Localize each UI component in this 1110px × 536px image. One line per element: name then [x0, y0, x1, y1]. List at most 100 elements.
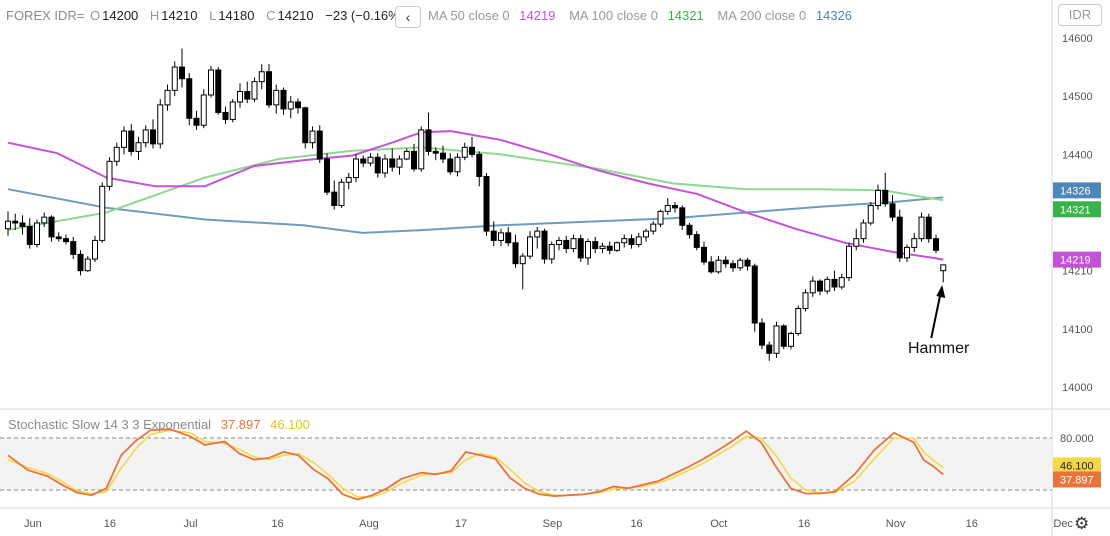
time-tick-label: 16	[630, 518, 642, 530]
candle	[440, 145, 446, 164]
candle	[722, 256, 729, 268]
stochastic-legend: Stochastic Slow 14 3 3 Exponential 37.89…	[8, 417, 310, 432]
candle	[657, 209, 664, 228]
candle	[280, 87, 287, 115]
candle	[556, 236, 562, 251]
candle	[483, 172, 490, 236]
svg-text:14219: 14219	[1060, 255, 1091, 267]
candle	[476, 151, 483, 187]
stoch-d-badge: 46.100	[1053, 457, 1101, 474]
ma200-price-badge: 14326	[1053, 182, 1101, 199]
candle	[251, 77, 258, 102]
candle	[788, 331, 794, 350]
candle	[889, 195, 896, 222]
change-value: −23 (−0.16%)	[325, 8, 405, 23]
candle	[933, 234, 939, 254]
candle	[208, 65, 214, 98]
candle	[563, 235, 570, 254]
candle	[396, 155, 403, 175]
candle	[186, 72, 193, 126]
ma50-value: 14219	[519, 8, 556, 23]
candle	[831, 270, 838, 292]
candle	[802, 289, 809, 312]
candle	[664, 197, 671, 215]
candle	[316, 125, 323, 164]
candle	[142, 125, 149, 148]
high-label: H	[149, 8, 160, 23]
candle	[222, 106, 229, 125]
time-tick-label: Sep	[543, 518, 563, 530]
candle	[454, 153, 461, 177]
candle	[693, 231, 700, 251]
candle	[150, 119, 156, 149]
candle	[809, 276, 816, 297]
candle	[48, 215, 55, 242]
candle	[5, 211, 11, 236]
ma50-label: MA 50 close 0	[428, 8, 510, 23]
candle	[92, 235, 98, 262]
candle	[447, 153, 454, 175]
candle	[940, 264, 947, 283]
price-tick-label: 14600	[1062, 33, 1093, 45]
stoch-tick-label: 80.000	[1060, 433, 1094, 445]
candle	[331, 180, 338, 210]
candle	[512, 234, 519, 268]
candle	[672, 202, 678, 213]
candle	[650, 221, 657, 235]
time-tick-label: 16	[966, 518, 978, 530]
candle	[606, 241, 613, 255]
candle	[469, 136, 475, 158]
time-tick-label: Oct	[710, 518, 727, 530]
price-tick-label: 14100	[1062, 324, 1093, 336]
candle	[287, 96, 294, 119]
candle	[135, 136, 142, 161]
candle	[918, 212, 925, 242]
time-tick-label: Jul	[184, 518, 198, 530]
close-label: C	[266, 8, 276, 23]
candle	[41, 212, 48, 228]
candle	[128, 124, 135, 156]
candle	[193, 110, 200, 130]
candle	[179, 48, 185, 88]
candle	[527, 231, 533, 260]
ma100-price-badge: 14321	[1053, 201, 1101, 218]
candle	[896, 209, 903, 262]
candle	[353, 154, 359, 183]
ma100-line	[7, 146, 944, 231]
candle	[817, 279, 823, 296]
candle	[751, 263, 758, 332]
candle	[860, 219, 867, 243]
candle	[635, 232, 642, 248]
candle	[411, 143, 417, 172]
candle	[229, 99, 236, 123]
currency-badge[interactable]: IDR	[1058, 4, 1102, 26]
candle	[904, 244, 910, 262]
candle	[360, 155, 367, 168]
candle	[418, 126, 425, 172]
candle	[875, 184, 881, 210]
candle	[838, 273, 845, 290]
candle	[338, 178, 345, 208]
candle	[780, 324, 787, 350]
annotation-arrowhead	[936, 285, 946, 298]
candle	[200, 89, 207, 129]
candle	[12, 213, 19, 230]
candle	[548, 241, 555, 264]
candle	[846, 242, 852, 282]
candle	[577, 234, 584, 262]
open-value: 14200	[102, 8, 139, 23]
candle	[715, 256, 722, 274]
candle	[744, 257, 751, 271]
candle	[766, 341, 773, 361]
collapse-legend-button[interactable]: ‹	[395, 6, 421, 28]
gear-icon[interactable]: ⚙	[1074, 514, 1090, 533]
candle	[19, 215, 26, 235]
candle	[374, 153, 381, 178]
symbol-label: FOREX IDR=	[6, 8, 85, 23]
candle	[345, 172, 352, 190]
candle	[628, 234, 635, 249]
candle	[853, 228, 860, 251]
candle	[55, 232, 62, 242]
candle	[324, 153, 330, 196]
